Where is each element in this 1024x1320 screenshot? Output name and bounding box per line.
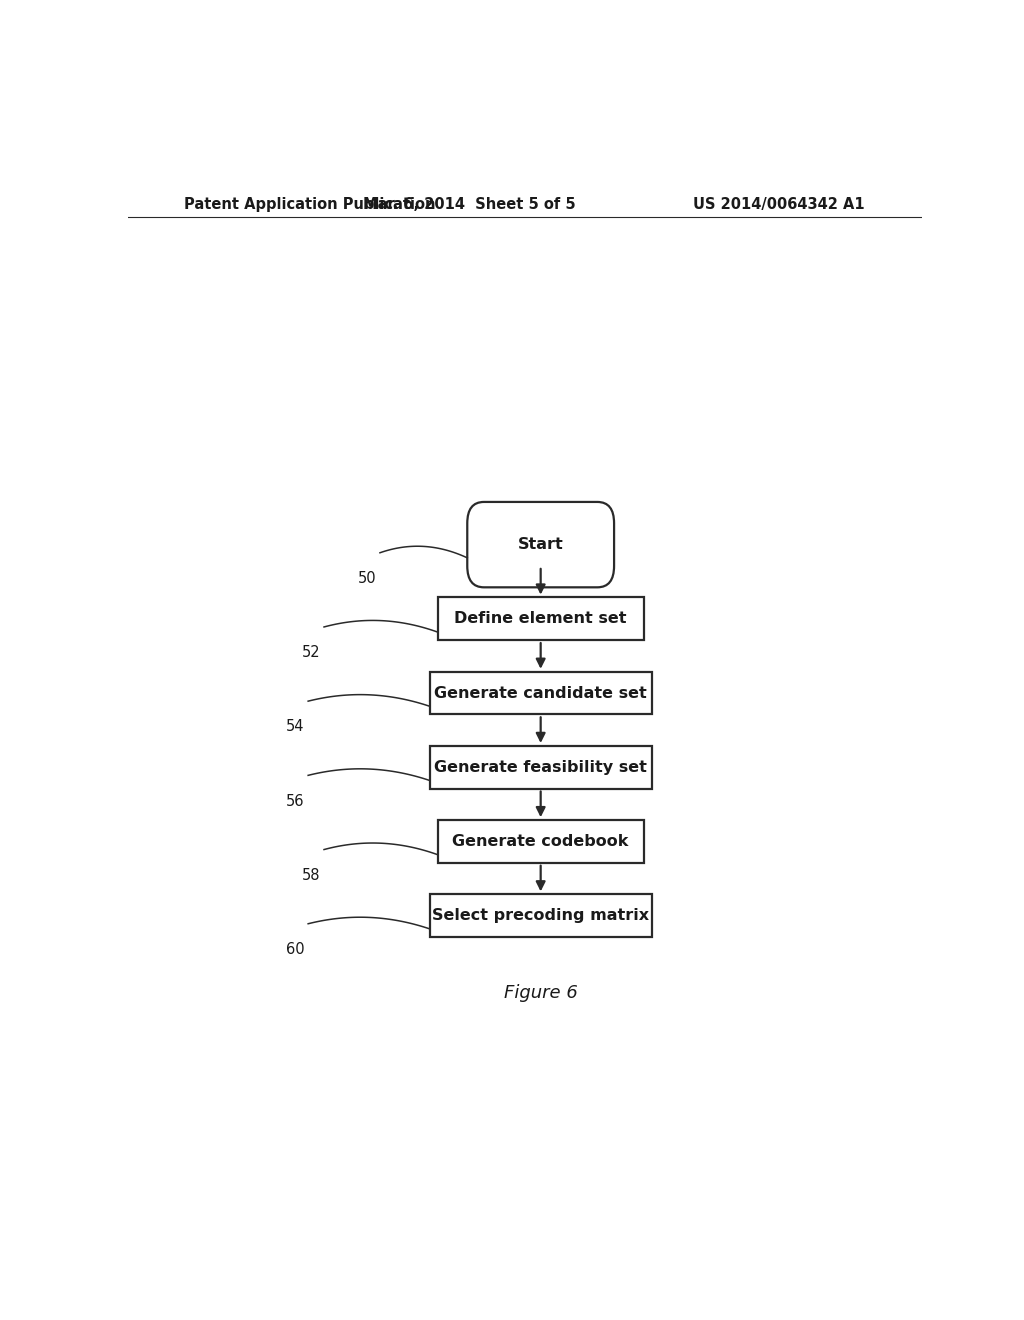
FancyBboxPatch shape [430, 894, 652, 937]
Text: Select precoding matrix: Select precoding matrix [432, 908, 649, 923]
Text: 58: 58 [301, 867, 321, 883]
Text: Patent Application Publication: Patent Application Publication [183, 197, 435, 211]
Text: Generate candidate set: Generate candidate set [434, 685, 647, 701]
Text: Generate feasibility set: Generate feasibility set [434, 760, 647, 775]
Text: Generate codebook: Generate codebook [453, 834, 629, 849]
FancyBboxPatch shape [430, 746, 652, 788]
Text: 50: 50 [357, 572, 376, 586]
Text: Mar. 6, 2014  Sheet 5 of 5: Mar. 6, 2014 Sheet 5 of 5 [362, 197, 575, 211]
FancyBboxPatch shape [430, 672, 652, 714]
Text: 52: 52 [301, 645, 321, 660]
FancyBboxPatch shape [437, 820, 644, 863]
Text: 60: 60 [286, 942, 304, 957]
Text: 56: 56 [286, 793, 304, 809]
Text: US 2014/0064342 A1: US 2014/0064342 A1 [693, 197, 864, 211]
Text: 54: 54 [286, 719, 304, 734]
FancyBboxPatch shape [437, 598, 644, 640]
FancyBboxPatch shape [467, 502, 614, 587]
Text: Figure 6: Figure 6 [504, 983, 578, 1002]
Text: Define element set: Define element set [455, 611, 627, 626]
Text: Start: Start [518, 537, 563, 552]
